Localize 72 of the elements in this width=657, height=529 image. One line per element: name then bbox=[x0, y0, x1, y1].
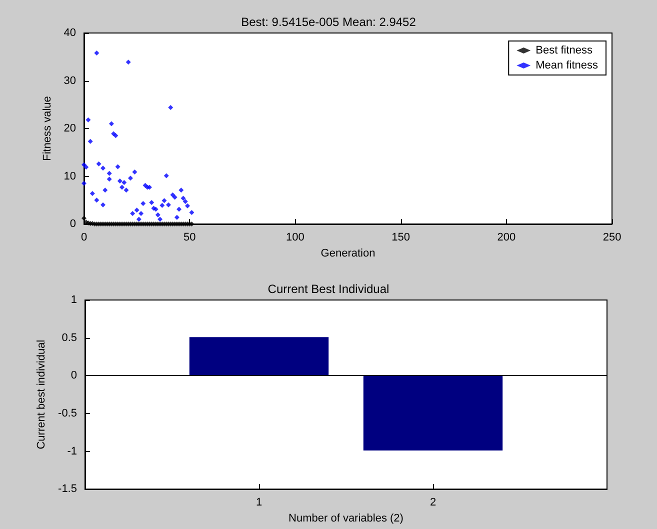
point bbox=[102, 188, 108, 193]
y-tick-label: -1.5 bbox=[58, 483, 77, 496]
point bbox=[166, 202, 171, 208]
point bbox=[155, 212, 160, 218]
point bbox=[106, 176, 112, 182]
point bbox=[86, 117, 91, 122]
point bbox=[84, 164, 89, 170]
y-tick-label: -1 bbox=[67, 445, 77, 458]
point bbox=[96, 161, 102, 166]
x-tick-label: 50 bbox=[183, 232, 196, 244]
point bbox=[140, 200, 146, 206]
point bbox=[82, 162, 86, 168]
y-tick-label: 1 bbox=[70, 294, 77, 306]
y-tick-label: 0 bbox=[70, 218, 76, 230]
x-axis-title: Number of variables (2) bbox=[288, 512, 404, 524]
y-tick-label: 20 bbox=[64, 122, 76, 134]
point bbox=[128, 176, 133, 181]
y-tick-label: 40 bbox=[64, 27, 76, 39]
point bbox=[134, 208, 140, 213]
point bbox=[178, 188, 184, 193]
point bbox=[100, 166, 106, 171]
point bbox=[115, 164, 120, 170]
y-tick-label: 30 bbox=[64, 74, 76, 87]
x-tick-label: 150 bbox=[392, 232, 410, 244]
point bbox=[82, 180, 86, 186]
point bbox=[138, 210, 144, 216]
point bbox=[160, 202, 165, 208]
point bbox=[184, 203, 190, 208]
point bbox=[120, 184, 125, 190]
point bbox=[90, 190, 95, 196]
point bbox=[124, 188, 129, 193]
x-tick-label: 2 bbox=[430, 496, 436, 509]
point bbox=[172, 194, 178, 200]
point bbox=[168, 104, 174, 110]
y-tick-label: 0 bbox=[70, 370, 77, 382]
point bbox=[88, 138, 93, 144]
legend-label: Best fitness bbox=[536, 44, 593, 56]
y-tick-label: 0.5 bbox=[62, 332, 77, 344]
legend-label: Mean fitness bbox=[536, 60, 598, 72]
point bbox=[122, 180, 127, 185]
point bbox=[149, 200, 154, 206]
point bbox=[108, 121, 114, 126]
y-axis-title: Current best individual bbox=[36, 340, 48, 450]
point bbox=[158, 216, 163, 222]
point bbox=[130, 210, 136, 216]
point bbox=[136, 216, 142, 222]
point bbox=[180, 196, 186, 201]
point bbox=[189, 210, 194, 216]
point bbox=[94, 198, 100, 203]
point bbox=[117, 178, 122, 184]
x-tick-label: 200 bbox=[497, 232, 516, 244]
point bbox=[106, 170, 112, 176]
x-tick-label: 0 bbox=[80, 232, 88, 244]
point bbox=[182, 199, 188, 204]
point bbox=[176, 206, 182, 212]
x-axis-title: Generation bbox=[320, 247, 376, 260]
point bbox=[164, 173, 169, 178]
chart-title: Best: 9.5415e-005 Mean: 2.9452 bbox=[241, 15, 416, 29]
chart-title: Current Best Individual bbox=[268, 282, 390, 296]
point bbox=[82, 216, 86, 221]
point bbox=[132, 169, 138, 174]
y-tick-label: -0.5 bbox=[58, 407, 77, 420]
point bbox=[170, 192, 176, 198]
y-axis-title: Fitness value bbox=[41, 96, 54, 161]
point bbox=[100, 202, 106, 208]
y-tick-label: 10 bbox=[64, 170, 76, 182]
x-tick-label: 250 bbox=[602, 232, 622, 244]
x-tick-label: 100 bbox=[286, 232, 304, 244]
point bbox=[174, 214, 180, 220]
point bbox=[126, 60, 131, 65]
point bbox=[94, 50, 100, 56]
point bbox=[162, 198, 167, 204]
